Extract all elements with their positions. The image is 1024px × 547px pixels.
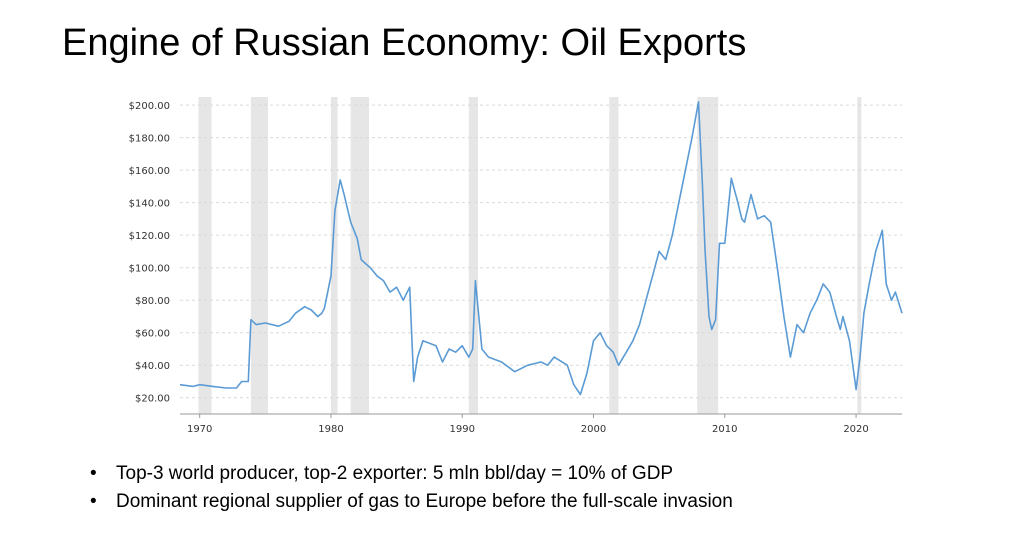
x-axis-labels: 1970 1980 1990 2000 2010 2020 [187,414,869,435]
bullet-text: Top-3 world producer, top-2 exporter: 5 … [116,463,674,484]
slide-title: Engine of Russian Economy: Oil Exports [62,22,747,64]
series-group [179,101,903,396]
oil-price-chart: $20.00 $40.00 $60.00 $80.00 $100.00 $120.00 $1… [129,97,903,435]
y-axis-labels: $20.00 $40.00 $60.00 $80.00 $100.00 $120.00 $1… [129,101,170,405]
bullet-dot: • [90,463,97,484]
x-tick-label: 1970 [187,424,212,435]
bullet-item: • Dominant regional supplier of gas to E… [88,488,733,516]
y-tick-label: $20.00 [135,394,170,405]
x-tick-label: 1990 [450,424,475,435]
y-tick-label: $60.00 [135,329,170,340]
bullet-list: • Top-3 world producer, top-2 exporter: … [88,460,733,516]
x-tick-label: 1980 [318,424,343,435]
bullet-dot: • [90,491,97,512]
recession-band [609,97,619,414]
recession-band [198,97,212,414]
y-tick-label: $100.00 [129,264,170,275]
x-tick-label: 2020 [843,424,868,435]
price-series-line [179,101,903,396]
x-tick-label: 2000 [581,424,606,435]
recession-bands [198,97,862,414]
x-tick-label: 2010 [712,424,737,435]
y-tick-label: $200.00 [129,101,170,112]
recession-band [857,97,862,414]
recession-band [330,97,338,414]
y-tick-label: $80.00 [135,296,170,307]
y-tick-label: $120.00 [129,231,170,242]
bullet-item: • Top-3 world producer, top-2 exporter: … [88,460,733,488]
recession-band [250,97,268,414]
y-tick-label: $160.00 [129,166,170,177]
y-tick-label: $40.00 [135,361,170,372]
grid-lines [180,104,902,399]
bullet-text: Dominant regional supplier of gas to Eur… [116,491,733,512]
y-tick-label: $140.00 [129,199,170,210]
recession-band [468,97,478,414]
y-tick-label: $180.00 [129,134,170,145]
